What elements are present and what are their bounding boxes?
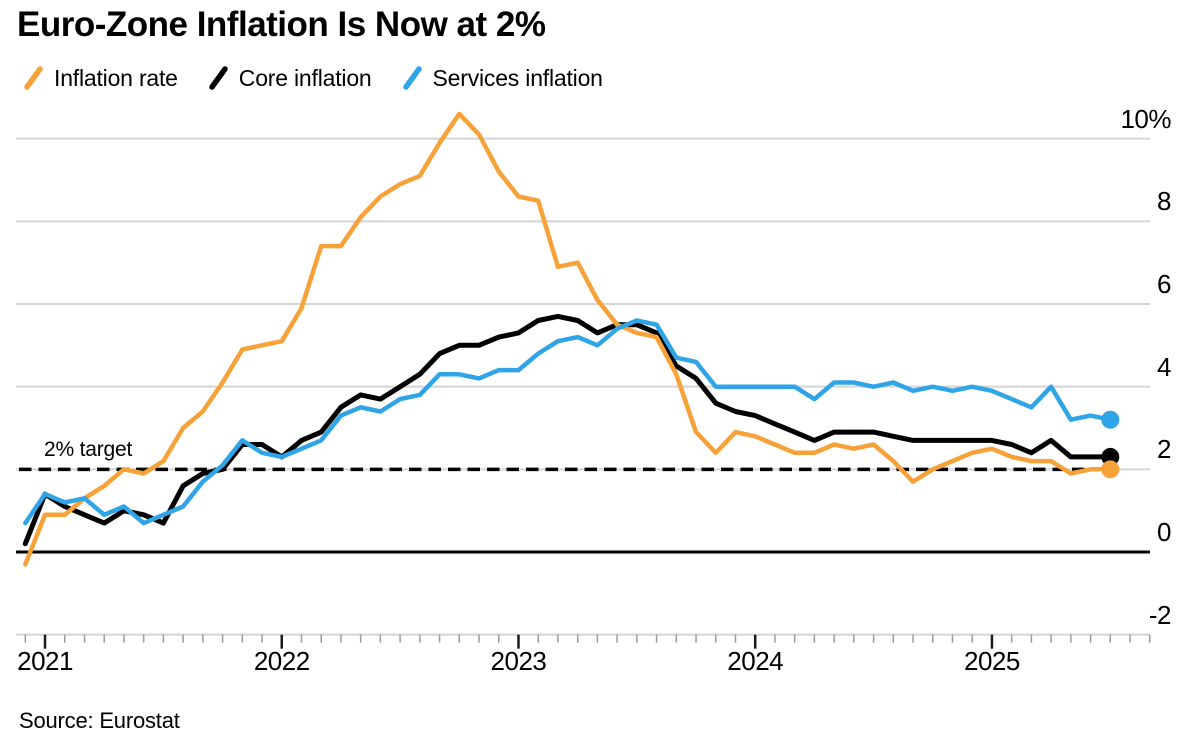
source-credit: Source: Eurostat [19, 708, 180, 733]
x-axis-label: 2022 [253, 646, 310, 676]
series-end-dot-core-inflation [1101, 447, 1120, 466]
y-axis-label: 0 [1157, 517, 1171, 547]
y-axis-label: -2 [1148, 599, 1172, 630]
y-axis-label: 6 [1157, 269, 1171, 299]
y-axis-label: 4 [1157, 351, 1171, 382]
chart-title: Euro-Zone Inflation Is Now at 2% [17, 5, 546, 44]
y-axis-label: 8 [1157, 186, 1171, 217]
y-axis-label: 2 [1157, 434, 1171, 465]
series-line-core-inflation [22, 313, 1113, 547]
inflation-rate-slash-icon [24, 66, 43, 90]
x-axis-label: 2021 [17, 646, 73, 676]
legend-item-core-inflation: Core inflation [208, 64, 372, 92]
legend-label-services-inflation: Services inflation [432, 65, 603, 91]
x-axis-label: 2024 [727, 646, 784, 676]
y-axis-label: 10% [1120, 103, 1171, 134]
services-inflation-slash-icon [402, 66, 422, 90]
core-inflation-slash-icon [209, 66, 228, 90]
x-axis-label: 2025 [964, 646, 1020, 676]
series-line-services-inflation [23, 318, 1113, 526]
legend-item-services-inflation: Services inflation [402, 64, 603, 92]
series-line-inflation-rate [23, 111, 1113, 567]
legend: Inflation rate Core inflation Services i… [23, 64, 603, 92]
legend-label-inflation-rate: Inflation rate [54, 65, 178, 91]
x-axis-label: 2023 [490, 646, 547, 676]
legend-item-inflation-rate: Inflation rate [23, 64, 178, 92]
series-end-dot-services-inflation [1101, 410, 1120, 429]
legend-label-core-inflation: Core inflation [238, 65, 372, 91]
target-label: 2% target [44, 438, 133, 461]
series-end-dot-inflation-rate [1101, 460, 1120, 479]
